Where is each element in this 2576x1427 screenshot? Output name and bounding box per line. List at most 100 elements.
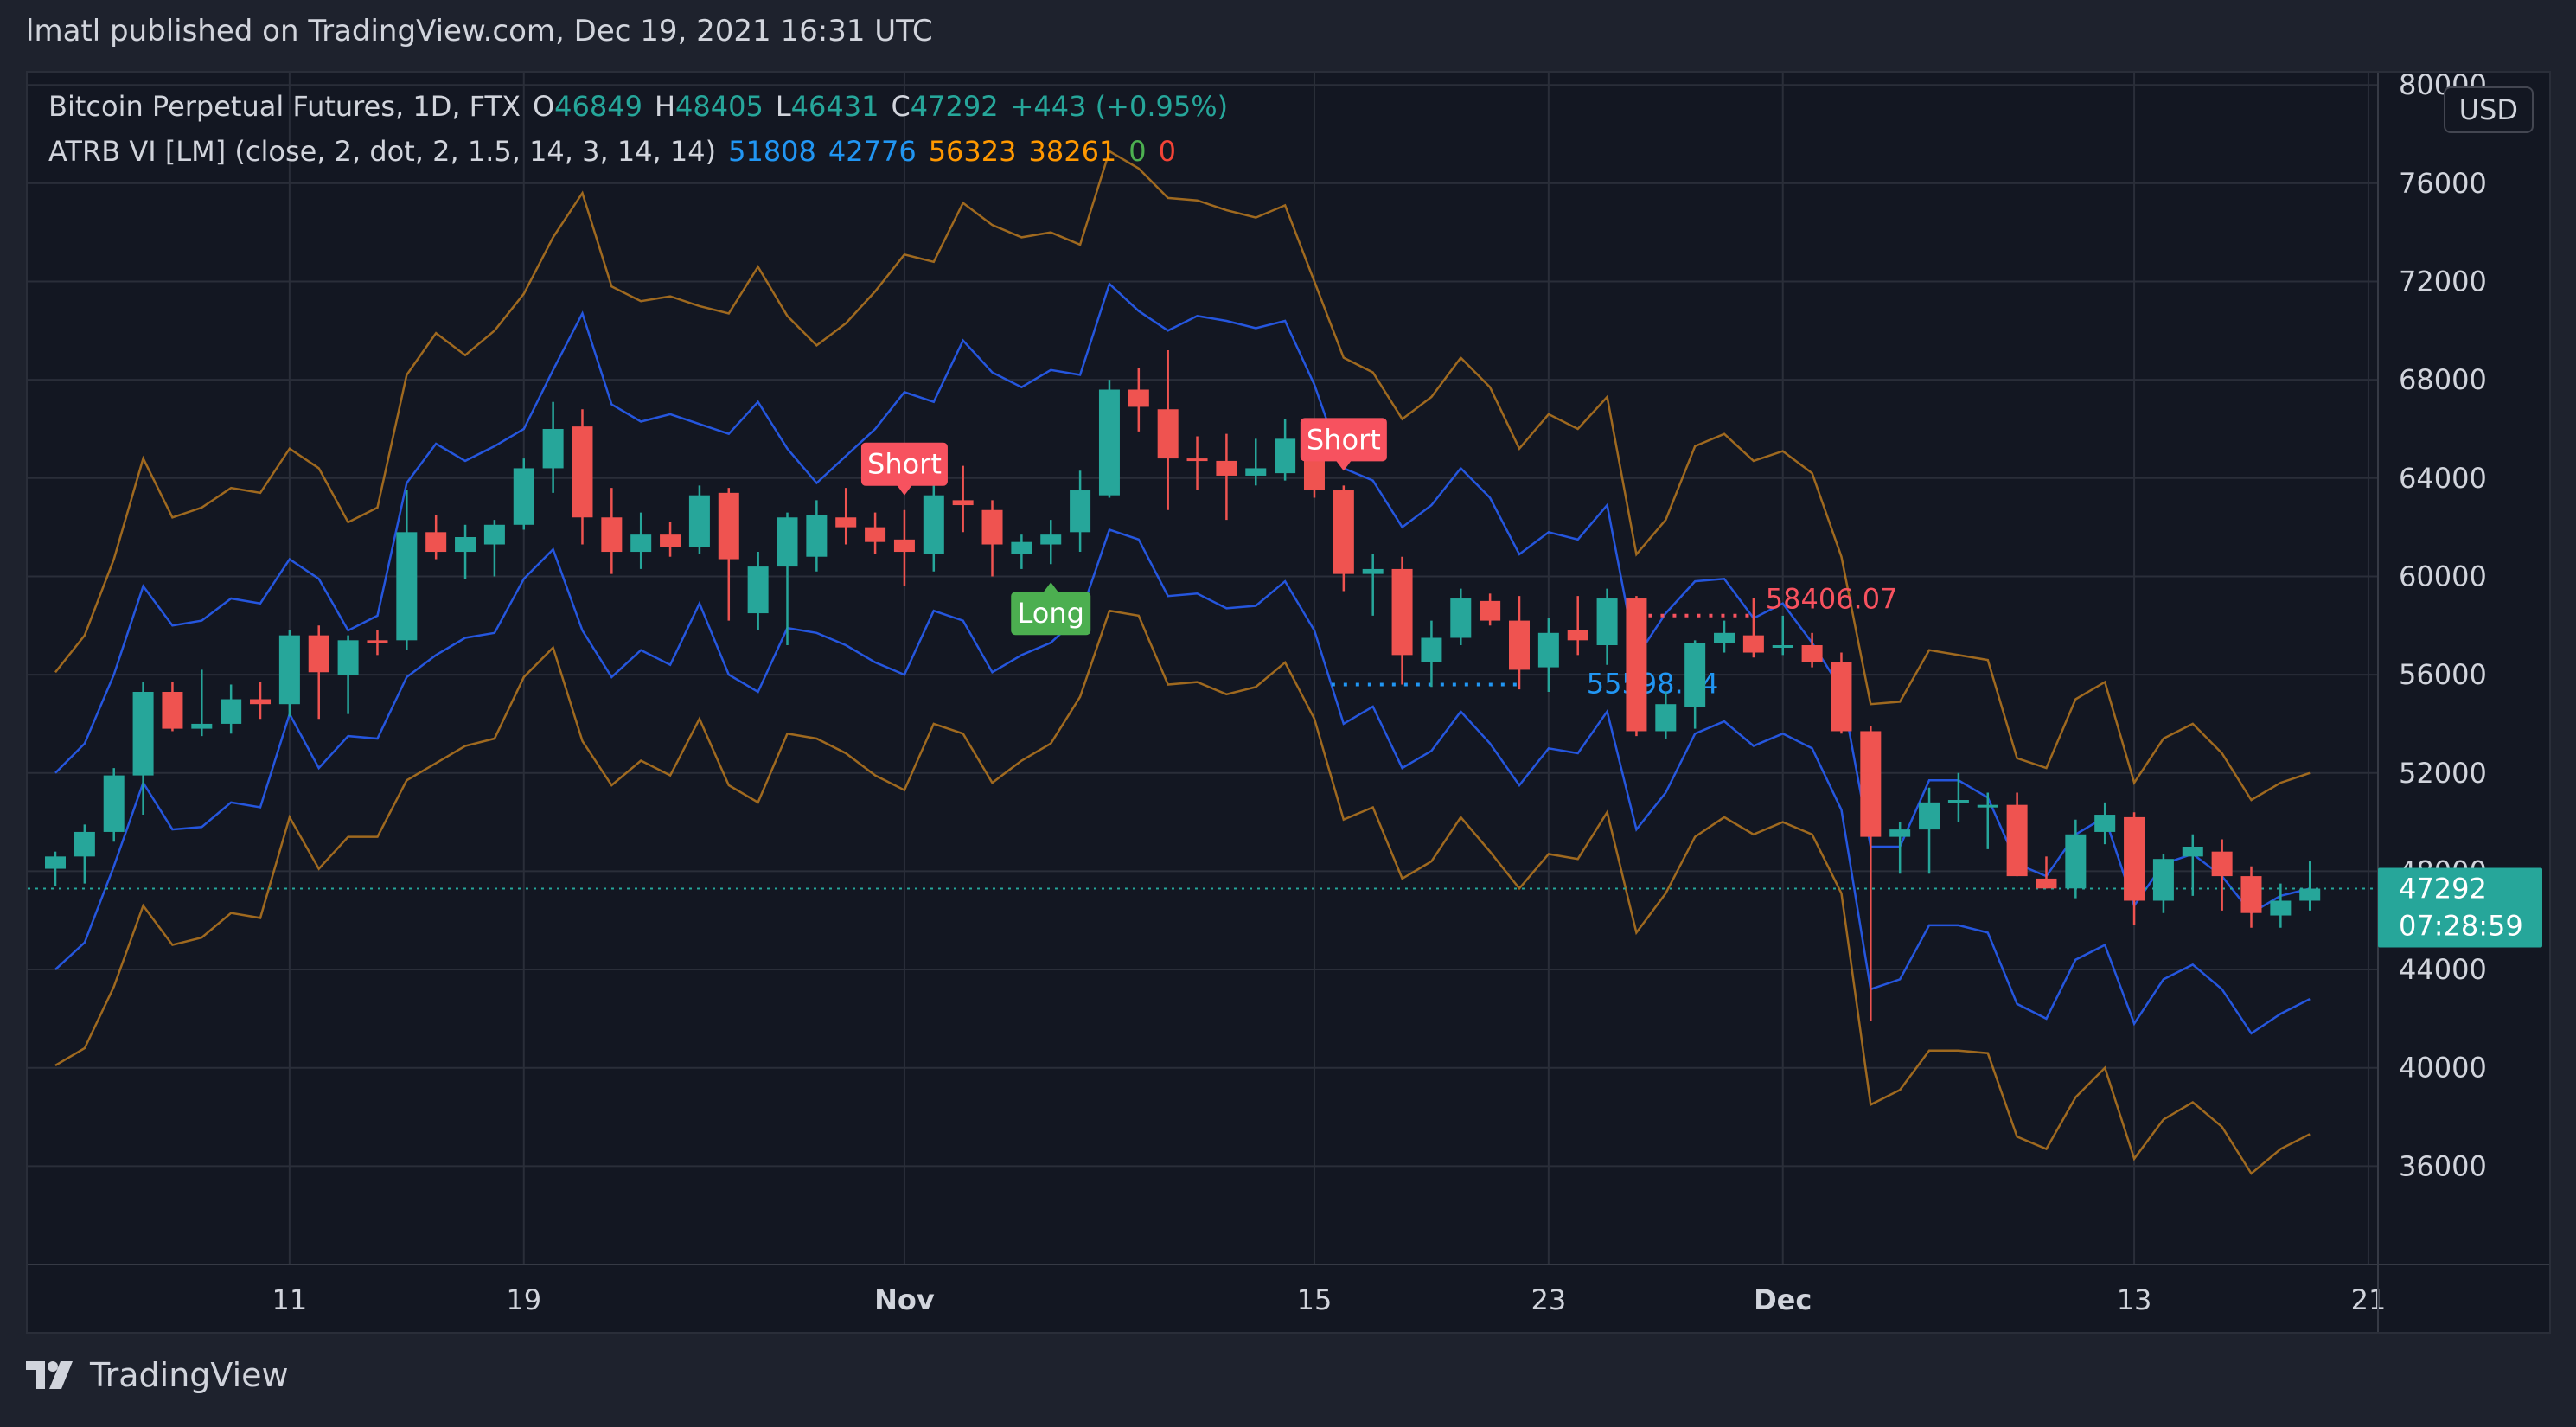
candle-body bbox=[1742, 635, 1764, 653]
candle-body bbox=[1684, 643, 1706, 707]
y-tick-label: 64000 bbox=[2399, 462, 2487, 495]
candle-body bbox=[2124, 816, 2145, 901]
candle-body bbox=[688, 495, 710, 547]
candle-body bbox=[483, 524, 505, 545]
candle-body bbox=[1216, 460, 1237, 476]
indicator-value: 42776 bbox=[828, 135, 917, 168]
candle-body bbox=[1860, 731, 1882, 837]
candle-body bbox=[1947, 800, 1969, 803]
long-signal-badge bbox=[1011, 592, 1091, 636]
candle-body bbox=[1977, 804, 1998, 808]
last-price-value: 47292 bbox=[2399, 873, 2487, 905]
candle-body bbox=[601, 517, 623, 553]
candle-body bbox=[1626, 598, 1647, 732]
candle-body bbox=[191, 723, 213, 729]
x-tick-label: 13 bbox=[2117, 1283, 2152, 1316]
candle-body bbox=[2299, 888, 2321, 901]
candle-body bbox=[1714, 632, 1735, 643]
atr-band-blue-upper bbox=[54, 282, 2311, 915]
published-header: lmatl published on TradingView.com, Dec … bbox=[26, 14, 933, 48]
candle-body bbox=[2094, 815, 2116, 832]
candle-body bbox=[542, 428, 564, 469]
atr-band-orange-lower bbox=[54, 609, 2311, 1175]
candle-body bbox=[981, 509, 1003, 545]
candle-body bbox=[1655, 704, 1677, 732]
candle-body bbox=[1157, 409, 1179, 459]
candle-body bbox=[1070, 490, 1091, 533]
short-signal-badge bbox=[1300, 418, 1387, 462]
short-signal-pointer bbox=[1335, 460, 1352, 471]
last-price-badge bbox=[2378, 867, 2542, 948]
candle-body bbox=[308, 635, 329, 673]
candle-body bbox=[74, 831, 95, 857]
candle-body bbox=[103, 775, 125, 832]
candle-body bbox=[221, 699, 242, 724]
candles bbox=[45, 350, 2321, 1021]
candle-body bbox=[337, 640, 359, 675]
short-signal-pointer bbox=[896, 484, 912, 496]
candle-body bbox=[2240, 876, 2262, 913]
candle-body bbox=[1919, 802, 1940, 830]
grid bbox=[28, 73, 2378, 1264]
candle-body bbox=[1537, 632, 1559, 668]
candle-body bbox=[777, 517, 798, 567]
x-tick-label: 21 bbox=[2351, 1283, 2387, 1316]
candle-body bbox=[1421, 637, 1442, 662]
candle-body bbox=[747, 566, 769, 614]
candle-body bbox=[1245, 468, 1267, 476]
candle-body bbox=[2006, 804, 2028, 877]
candle-body bbox=[396, 532, 418, 641]
candle-body bbox=[278, 635, 300, 705]
y-tick-label: 56000 bbox=[2399, 658, 2487, 691]
candle-body bbox=[952, 500, 974, 506]
candle-body bbox=[1567, 630, 1588, 641]
candle-body bbox=[1889, 829, 1911, 837]
tradingview-logo[interactable]: TradingView bbox=[26, 1356, 289, 1394]
y-tick-label: 44000 bbox=[2399, 953, 2487, 986]
symbol-title[interactable]: Bitcoin Perpetual Futures, 1D, FTX bbox=[48, 90, 521, 123]
candle-body bbox=[1480, 600, 1501, 621]
candle-body bbox=[1801, 645, 1823, 662]
y-tick-label: 72000 bbox=[2399, 266, 2487, 298]
legend-main: Bitcoin Perpetual Futures, 1D, FTX O46849… bbox=[48, 90, 1229, 123]
low-value: 46431 bbox=[790, 90, 879, 123]
candle-body bbox=[1391, 568, 1413, 656]
candle-body bbox=[2211, 851, 2233, 877]
candle-body bbox=[2270, 900, 2292, 916]
candle-body bbox=[425, 532, 447, 553]
signal-labels: Short Long Short bbox=[860, 418, 1387, 636]
y-tick-label: 36000 bbox=[2399, 1149, 2487, 1182]
candle-body bbox=[2182, 846, 2203, 857]
x-tick-label: 15 bbox=[1297, 1283, 1333, 1316]
indicator-value: 56323 bbox=[928, 135, 1017, 168]
candle-body bbox=[660, 534, 681, 547]
brand-name: TradingView bbox=[90, 1356, 289, 1394]
chart-frame[interactable]: 58406.07 55598.04 Short Long Short 36000 400… bbox=[26, 71, 2551, 1334]
atr-band-orange-upper bbox=[54, 150, 2311, 802]
indicator-title[interactable]: ATRB VI [LM] (close, 2, dot, 2, 1.5, 14,… bbox=[48, 135, 717, 168]
short-level-label: 58406.07 bbox=[1766, 583, 1898, 616]
atr-bands bbox=[54, 150, 2311, 1175]
candle-body bbox=[923, 495, 944, 554]
candle-body bbox=[865, 527, 886, 542]
high-value: 48405 bbox=[675, 90, 764, 123]
candle-body bbox=[1011, 541, 1032, 554]
long-signal-pointer bbox=[1043, 582, 1059, 593]
candle-body bbox=[1186, 458, 1208, 462]
close-value: 47292 bbox=[910, 90, 999, 123]
x-tick-label: 23 bbox=[1531, 1283, 1567, 1316]
candle-body bbox=[1831, 662, 1852, 732]
candle-body bbox=[1098, 389, 1120, 496]
candle-body bbox=[1128, 389, 1149, 407]
atr-band-blue-lower bbox=[54, 528, 2311, 1035]
candle-body bbox=[1040, 534, 1062, 545]
candle-body bbox=[367, 640, 388, 643]
x-tick-label: 19 bbox=[506, 1283, 541, 1316]
legend-indicator: ATRB VI [LM] (close, 2, dot, 2, 1.5, 14,… bbox=[48, 135, 1188, 168]
x-tick-label: Dec bbox=[1754, 1283, 1812, 1316]
currency-button[interactable]: USD bbox=[2443, 86, 2534, 133]
short-signal-label: Short bbox=[867, 448, 942, 481]
y-tick-label: 76000 bbox=[2399, 167, 2487, 200]
open-value: 46849 bbox=[554, 90, 642, 123]
